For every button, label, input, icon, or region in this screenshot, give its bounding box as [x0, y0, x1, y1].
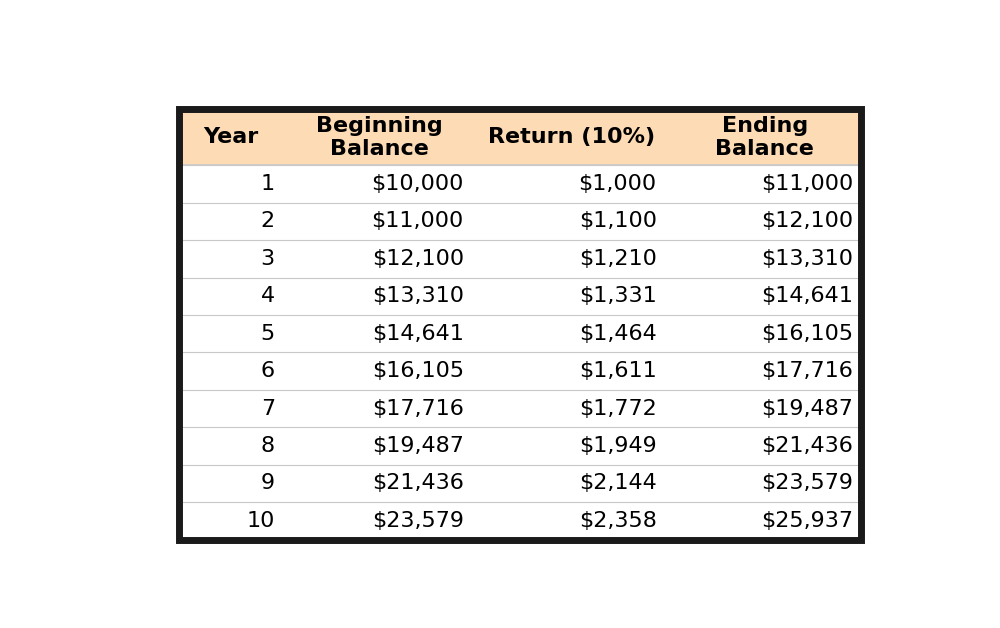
Text: 7: 7: [261, 399, 275, 419]
Text: 10: 10: [246, 511, 275, 531]
Text: $10,000: $10,000: [371, 174, 464, 194]
Text: $1,000: $1,000: [579, 174, 657, 194]
Text: $16,105: $16,105: [372, 361, 464, 381]
Text: 3: 3: [261, 249, 275, 269]
Text: $14,641: $14,641: [762, 286, 853, 306]
Bar: [179, 465, 861, 502]
Text: $14,641: $14,641: [372, 324, 464, 344]
Text: $17,716: $17,716: [372, 399, 464, 419]
Text: 1: 1: [261, 174, 275, 194]
Text: $19,487: $19,487: [762, 399, 853, 419]
Text: $1,331: $1,331: [579, 286, 657, 306]
Bar: [179, 315, 861, 352]
Bar: [179, 240, 861, 278]
Text: 8: 8: [261, 436, 275, 456]
Text: $21,436: $21,436: [762, 436, 853, 456]
Text: $1,611: $1,611: [579, 361, 657, 381]
Text: $16,105: $16,105: [761, 324, 853, 344]
Bar: [179, 278, 861, 315]
Text: $23,579: $23,579: [762, 474, 853, 494]
Text: $2,144: $2,144: [579, 474, 657, 494]
Text: $1,100: $1,100: [579, 212, 657, 232]
Text: $23,579: $23,579: [372, 511, 464, 531]
Bar: [179, 109, 861, 539]
Text: $11,000: $11,000: [372, 212, 464, 232]
Text: $12,100: $12,100: [372, 249, 464, 269]
Text: $19,487: $19,487: [372, 436, 464, 456]
Bar: [179, 203, 861, 240]
Bar: [179, 165, 861, 203]
Text: 4: 4: [261, 286, 275, 306]
Bar: [179, 352, 861, 390]
Text: $1,464: $1,464: [579, 324, 657, 344]
Text: $17,716: $17,716: [762, 361, 853, 381]
Bar: [179, 109, 861, 165]
Text: $1,772: $1,772: [579, 399, 657, 419]
Text: $13,310: $13,310: [372, 286, 464, 306]
Text: $13,310: $13,310: [762, 249, 853, 269]
Text: $1,949: $1,949: [579, 436, 657, 456]
Text: $2,358: $2,358: [579, 511, 657, 531]
Text: $11,000: $11,000: [761, 174, 853, 194]
Text: $1,210: $1,210: [579, 249, 657, 269]
Bar: [179, 390, 861, 427]
Text: Beginning
Balance: Beginning Balance: [316, 116, 442, 159]
Text: 9: 9: [261, 474, 275, 494]
Text: 6: 6: [261, 361, 275, 381]
Bar: [179, 502, 861, 539]
Text: Return (10%): Return (10%): [488, 127, 655, 148]
Text: Year: Year: [203, 127, 259, 148]
Text: 2: 2: [261, 212, 275, 232]
Bar: [179, 427, 861, 465]
Text: $12,100: $12,100: [761, 212, 853, 232]
Text: $25,937: $25,937: [762, 511, 853, 531]
Text: $21,436: $21,436: [372, 474, 464, 494]
Text: Ending
Balance: Ending Balance: [715, 116, 814, 159]
Text: 5: 5: [261, 324, 275, 344]
